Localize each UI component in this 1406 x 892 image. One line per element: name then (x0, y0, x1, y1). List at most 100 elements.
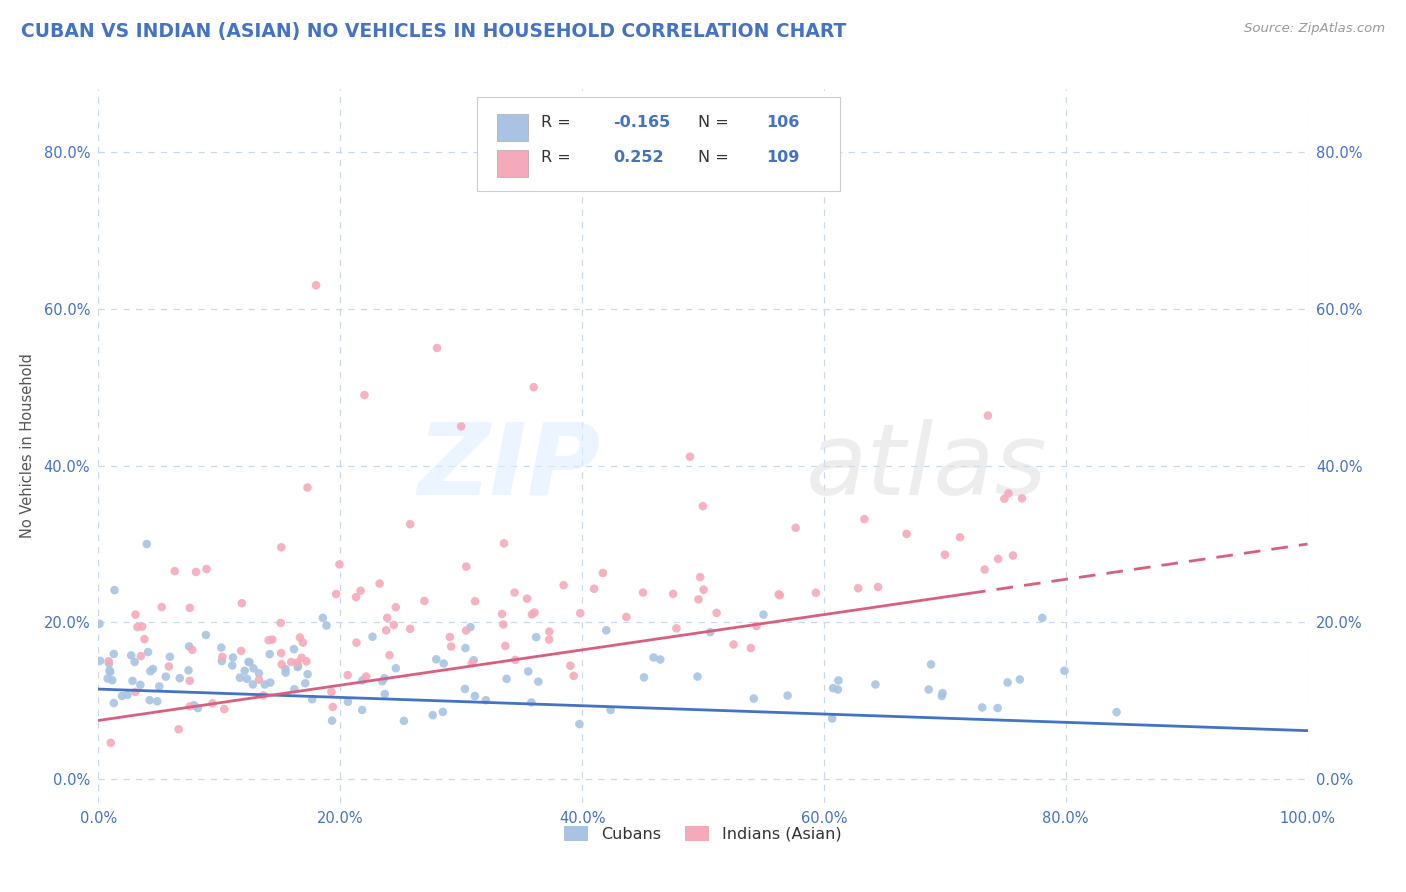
Point (103, 647, 125, 661)
Point (987, 552, 1010, 566)
Point (252, 689, 274, 703)
Point (460, 620, 482, 634)
Point (853, 512, 876, 526)
Point (378, 648, 401, 663)
Point (181, 643, 204, 657)
Point (375, 624, 398, 638)
Text: 0.252: 0.252 (613, 150, 664, 165)
Point (211, 654, 233, 668)
Point (931, 686, 953, 700)
Point (560, 658, 582, 673)
Point (201, 696, 224, 710)
Text: R =: R = (541, 150, 576, 165)
Point (274, 662, 297, 676)
Point (527, 674, 550, 689)
Point (167, 723, 190, 737)
Point (259, 647, 281, 661)
Point (253, 677, 276, 691)
Point (325, 587, 347, 601)
Point (98, 657, 121, 671)
Point (1008, 673, 1031, 687)
Point (375, 611, 398, 625)
Point (297, 481, 319, 495)
Point (233, 664, 256, 678)
Point (523, 380, 546, 394)
Point (177, 640, 200, 654)
Point (823, 681, 845, 695)
Point (464, 594, 486, 608)
Point (354, 669, 377, 683)
Point (283, 682, 305, 697)
Point (142, 662, 165, 676)
Point (568, 717, 591, 731)
Point (131, 619, 153, 633)
Text: 106: 106 (766, 114, 799, 129)
Point (827, 682, 849, 697)
Point (723, 637, 745, 651)
Point (229, 644, 252, 658)
Point (262, 632, 284, 647)
Y-axis label: No Vehicles in Household: No Vehicles in Household (20, 353, 35, 539)
Point (238, 655, 260, 669)
Point (972, 700, 994, 714)
Point (422, 708, 444, 723)
Point (920, 657, 942, 672)
Point (179, 673, 201, 688)
Point (295, 654, 318, 668)
Point (785, 521, 807, 535)
Point (614, 610, 637, 624)
Point (413, 594, 436, 608)
Point (973, 563, 995, 577)
Point (776, 689, 799, 703)
Point (846, 581, 869, 595)
Point (769, 588, 792, 602)
Point (274, 665, 297, 680)
FancyBboxPatch shape (498, 150, 527, 177)
Point (179, 601, 201, 615)
Point (931, 689, 953, 703)
Point (238, 655, 260, 669)
Point (287, 660, 309, 674)
Text: CUBAN VS INDIAN (ASIAN) NO VEHICLES IN HOUSEHOLD CORRELATION CHART: CUBAN VS INDIAN (ASIAN) NO VEHICLES IN H… (21, 22, 846, 41)
Point (475, 693, 498, 707)
Point (194, 628, 217, 642)
Point (209, 640, 232, 655)
Point (270, 657, 292, 672)
Point (520, 607, 543, 622)
Point (139, 665, 162, 679)
Text: ZIP: ZIP (418, 419, 600, 516)
Point (146, 694, 169, 708)
Point (155, 670, 177, 684)
Point (432, 705, 454, 719)
Text: -0.165: -0.165 (613, 114, 671, 129)
Point (148, 679, 170, 693)
Point (439, 630, 461, 644)
Point (492, 617, 515, 632)
Text: R =: R = (541, 114, 576, 129)
Point (1001, 549, 1024, 563)
Point (312, 611, 335, 625)
Point (97, 672, 120, 686)
Point (222, 650, 245, 665)
Point (280, 655, 302, 669)
Point (183, 698, 205, 713)
Point (247, 666, 270, 681)
Point (595, 624, 617, 638)
Point (382, 618, 405, 632)
Point (454, 641, 477, 656)
Point (352, 673, 374, 688)
Point (495, 672, 517, 686)
Point (138, 693, 160, 707)
Point (134, 632, 156, 647)
Point (214, 702, 236, 716)
Point (399, 517, 422, 532)
Point (868, 580, 890, 594)
Point (425, 652, 447, 666)
Point (461, 657, 484, 671)
Point (492, 536, 515, 550)
Point (538, 624, 561, 639)
Point (346, 635, 368, 649)
Point (633, 670, 655, 684)
Point (159, 649, 181, 664)
Point (745, 619, 768, 633)
